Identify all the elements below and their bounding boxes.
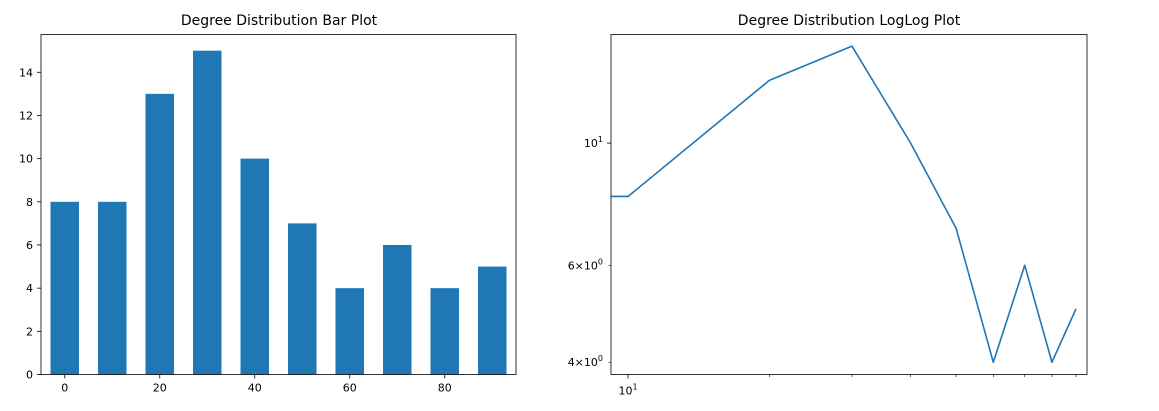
bar bbox=[145, 93, 174, 375]
y-minor-tick-label: 4×100 bbox=[568, 354, 603, 369]
bar-plot-frame bbox=[40, 34, 517, 375]
bar bbox=[383, 244, 412, 375]
x-tick-label: 40 bbox=[248, 382, 262, 395]
loglog-y-axis: 101 4×100 6×100 bbox=[568, 135, 611, 369]
bar-x-axis: 0 20 40 60 80 bbox=[61, 374, 452, 395]
y-tick-label: 8 bbox=[26, 196, 33, 209]
bar bbox=[288, 223, 317, 375]
loglog-series bbox=[611, 45, 1077, 364]
bar bbox=[193, 50, 222, 375]
y-tick-label: 14 bbox=[19, 66, 33, 79]
y-tick-label: 101 bbox=[584, 135, 603, 150]
bar bbox=[50, 201, 79, 375]
y-tick-label: 6 bbox=[26, 239, 33, 252]
bar bbox=[98, 201, 127, 375]
x-tick-label: 80 bbox=[438, 382, 452, 395]
bar bbox=[478, 266, 507, 375]
loglog-chart: Degree Distribution LogLog Plot 101 101 4… bbox=[568, 13, 1088, 398]
loglog-plot-frame bbox=[610, 34, 1088, 375]
y-tick-label: 10 bbox=[19, 153, 33, 166]
bar bbox=[335, 288, 364, 375]
y-tick-label: 12 bbox=[19, 109, 33, 122]
y-tick-label: 2 bbox=[26, 325, 33, 338]
y-minor-tick-label: 6×100 bbox=[568, 257, 603, 272]
x-tick-label: 60 bbox=[343, 382, 357, 395]
x-tick-label: 20 bbox=[153, 382, 167, 395]
loglog-line bbox=[611, 45, 1077, 364]
bar bbox=[430, 288, 459, 375]
y-tick-label: 0 bbox=[26, 369, 33, 382]
loglog-x-axis: 101 bbox=[618, 374, 1077, 398]
y-tick-label: 4 bbox=[26, 282, 33, 295]
x-tick-label: 101 bbox=[618, 383, 637, 398]
x-tick-label: 0 bbox=[61, 382, 68, 395]
bar bbox=[240, 158, 269, 375]
bar-y-axis: 0 2 4 6 8 10 12 14 bbox=[19, 66, 41, 382]
bar-series bbox=[50, 50, 507, 375]
loglog-chart-title: Degree Distribution LogLog Plot bbox=[738, 13, 961, 29]
bar-chart: Degree Distribution Bar Plot 0 20 40 60 80 0… bbox=[19, 13, 517, 395]
bar-chart-title: Degree Distribution Bar Plot bbox=[181, 13, 378, 29]
